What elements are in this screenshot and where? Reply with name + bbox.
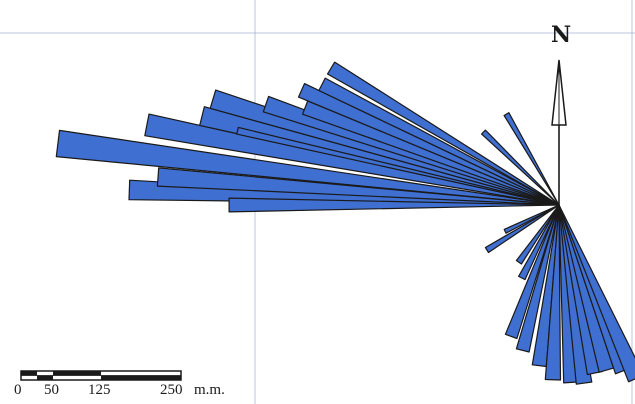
scale-tick-label: 125 xyxy=(88,382,111,398)
rose-petal xyxy=(326,61,560,206)
north-arrow-icon xyxy=(551,59,567,205)
scale-bar-labels: 0 50 125 250 m.m. xyxy=(10,382,270,400)
rose-petal xyxy=(236,126,560,206)
rose-petal xyxy=(558,204,635,383)
rose-petal xyxy=(55,129,560,206)
rose-petal xyxy=(484,204,560,254)
rose-petal xyxy=(515,204,560,353)
rose-petal xyxy=(318,77,560,206)
rose-petal xyxy=(481,129,560,206)
rose-petal xyxy=(504,204,560,340)
scale-tick-label: 250 xyxy=(160,382,183,398)
scale-unit-label: m.m. xyxy=(194,382,225,398)
rose-petal xyxy=(228,197,560,213)
scale-bar xyxy=(20,370,182,381)
rose-petals xyxy=(55,61,635,385)
rose-petal xyxy=(517,204,560,281)
rose-petal xyxy=(503,204,560,234)
rose-petal xyxy=(544,204,562,381)
scale-tick-label: 50 xyxy=(44,382,59,398)
scale-tick-label: 0 xyxy=(14,382,22,398)
rose-petal xyxy=(503,112,560,206)
north-label: N xyxy=(551,22,572,48)
rose-petal xyxy=(515,204,560,265)
rose-petal xyxy=(156,167,560,206)
